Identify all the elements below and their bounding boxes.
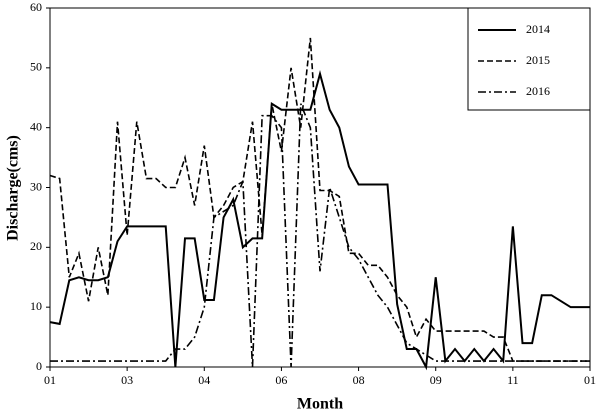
y-tick-label: 50: [30, 60, 42, 74]
y-tick-label: 30: [30, 179, 42, 193]
y-tick-label: 10: [30, 299, 42, 313]
x-tick-label: 01: [584, 373, 596, 387]
legend-label: 2014: [526, 22, 550, 36]
y-tick-label: 40: [30, 119, 42, 133]
x-tick-label: 09: [430, 373, 442, 387]
series-line: [50, 103, 590, 368]
y-tick-label: 20: [30, 239, 42, 253]
x-tick-label: 11: [507, 373, 519, 387]
x-tick-label: 04: [198, 373, 210, 387]
series-line: [49, 37, 590, 362]
x-tick-label: 01: [44, 373, 56, 387]
series-line: [49, 69, 590, 371]
y-tick-label: 0: [36, 359, 42, 373]
x-tick-label: 06: [275, 373, 287, 387]
x-tick-label: 03: [121, 373, 133, 387]
x-tick-label: 08: [353, 373, 365, 387]
legend-box: [467, 7, 591, 111]
x-axis-title: Month: [297, 396, 343, 413]
legend-label: 2016: [526, 84, 550, 98]
y-axis-title: Discharge(cms): [5, 135, 22, 241]
y-tick-label: 60: [30, 0, 42, 14]
legend-label: 2015: [526, 53, 550, 67]
